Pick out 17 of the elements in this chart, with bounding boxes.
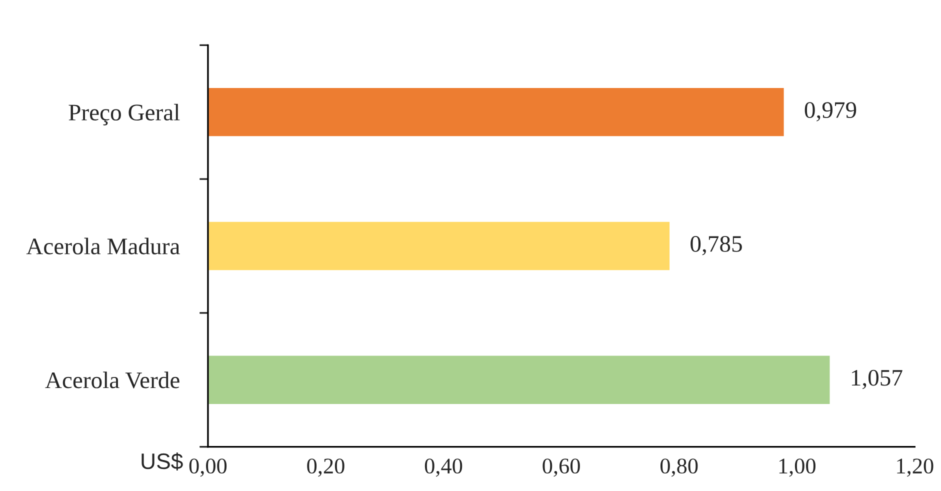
- data-label: 1,057: [852, 370, 902, 390]
- y-tick-label: Acerola Verde: [45, 372, 180, 388]
- x-tick-label: 0,40: [424, 458, 462, 477]
- x-tick-label: 0,20: [307, 458, 344, 477]
- data-label: 0,785: [690, 236, 742, 256]
- y-tick-label: Preço Geral: [68, 104, 180, 126]
- y-tick-label: Acerola Madura: [26, 238, 180, 254]
- x-axis-title: US$: [142, 452, 183, 470]
- x-tick-label: 0,80: [660, 458, 698, 477]
- x-tick-label: 1,20: [897, 458, 934, 477]
- x-tick-label: 0,60: [542, 458, 580, 477]
- bar: [208, 86, 786, 138]
- bar: [208, 354, 832, 406]
- data-label: 0,979: [804, 102, 856, 122]
- x-tick-label: 1,00: [779, 458, 816, 477]
- bar: [208, 220, 671, 272]
- x-tick-label: 0,00: [189, 458, 227, 477]
